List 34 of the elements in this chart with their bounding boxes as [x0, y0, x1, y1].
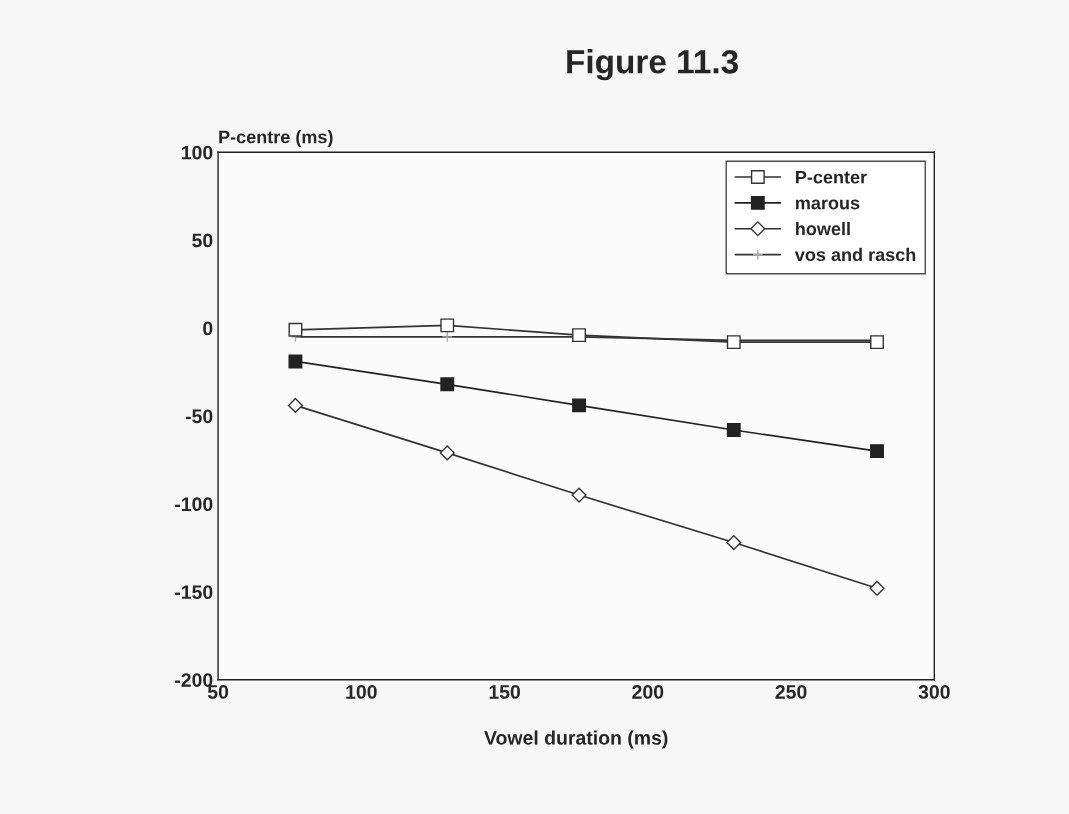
y-axis-title: P-centre (ms): [219, 130, 333, 147]
x-tick-label: 150: [489, 685, 520, 699]
x-tick-label: 50: [207, 685, 229, 699]
point: [440, 377, 455, 392]
point: [726, 534, 742, 551]
point: [869, 580, 885, 596]
point: [870, 335, 884, 350]
y-tick-label: -150: [175, 585, 213, 600]
point: [571, 487, 587, 503]
y-tick-label: 0: [203, 321, 213, 336]
x-tick-label: 200: [632, 685, 664, 699]
point: [439, 445, 455, 461]
point: [726, 335, 741, 350]
x-axis-title: Vowel duration (ms): [484, 730, 668, 749]
point: [440, 318, 455, 333]
y-tick-label: 50: [192, 233, 213, 248]
legend-label: howell: [796, 221, 850, 236]
legend-label: P-center: [796, 170, 867, 184]
x-tick-label: 300: [918, 685, 950, 699]
point: [870, 444, 884, 459]
y-tick-label: 100: [182, 145, 213, 160]
legend-label: vos and rasch: [794, 247, 916, 262]
x-tick-label: 100: [346, 685, 377, 699]
y-tick-label: -200: [175, 673, 213, 687]
y-tick-label: -100: [175, 497, 213, 512]
legend-label: marous: [796, 199, 860, 210]
x-tick-label: 250: [775, 685, 807, 699]
point: [288, 354, 303, 369]
point: [287, 397, 303, 413]
chart-title: Figure 11.3: [567, 49, 738, 81]
point: [726, 423, 741, 437]
point: [288, 322, 303, 337]
point: [572, 398, 587, 413]
y-tick-label: -50: [185, 409, 213, 424]
